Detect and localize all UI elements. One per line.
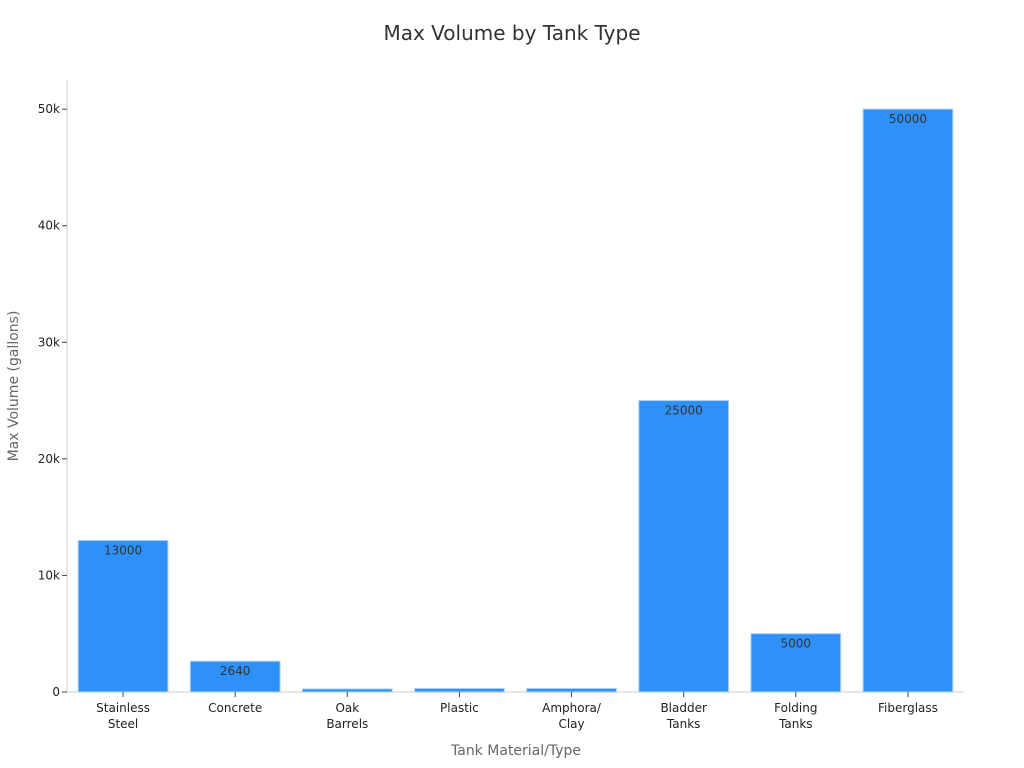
bars-group: 13000 2640 25000 5000 50000: [77, 108, 954, 693]
x-tick-label: Clay: [558, 717, 584, 731]
y-tick-label: 30k: [38, 335, 60, 349]
x-tick-label: Steel: [108, 717, 138, 731]
x-axis-ticks: Stainless Steel Concrete Oak Barrels Plastic A…: [96, 692, 938, 731]
bar[interactable]: [638, 400, 730, 693]
bar-data-label: 50000: [889, 112, 927, 126]
x-tick-label: Folding: [774, 701, 817, 715]
x-tick-label: Barrels: [326, 717, 368, 731]
x-tick-label: Tanks: [666, 717, 701, 731]
x-tick-label: Stainless: [96, 701, 150, 715]
bar[interactable]: [526, 688, 617, 693]
bar-data-label: 13000: [104, 543, 142, 557]
bar[interactable]: [414, 688, 505, 693]
y-axis-ticks: 0 10k 20k 30k 40k 50k: [38, 102, 67, 699]
x-tick-label: Bladder: [660, 701, 707, 715]
y-tick-label: 40k: [38, 219, 60, 233]
bar[interactable]: [301, 688, 393, 693]
bar-data-label: 5000: [781, 637, 812, 651]
x-tick-label: Concrete: [208, 701, 262, 715]
bar-data-label: 2640: [220, 664, 251, 678]
bar[interactable]: [750, 633, 842, 693]
bar[interactable]: [77, 539, 169, 693]
y-axis-title: Max Volume (gallons): [6, 311, 22, 462]
y-tick-label: 20k: [38, 452, 60, 466]
bar[interactable]: [189, 660, 281, 693]
y-tick-label: 50k: [38, 102, 60, 116]
y-tick-label: 10k: [38, 568, 60, 582]
y-tick-label: 0: [52, 685, 60, 699]
chart-title: Max Volume by Tank Type: [383, 21, 640, 45]
x-tick-label: Oak: [335, 701, 359, 715]
x-tick-label: Plastic: [440, 701, 479, 715]
x-tick-label: Amphora/: [542, 701, 602, 715]
bar-data-label: 25000: [665, 404, 703, 418]
x-tick-label: Fiberglass: [878, 701, 938, 715]
x-tick-label: Tanks: [778, 717, 813, 731]
x-axis-title: Tank Material/Type: [450, 743, 581, 759]
bar[interactable]: [862, 108, 954, 693]
